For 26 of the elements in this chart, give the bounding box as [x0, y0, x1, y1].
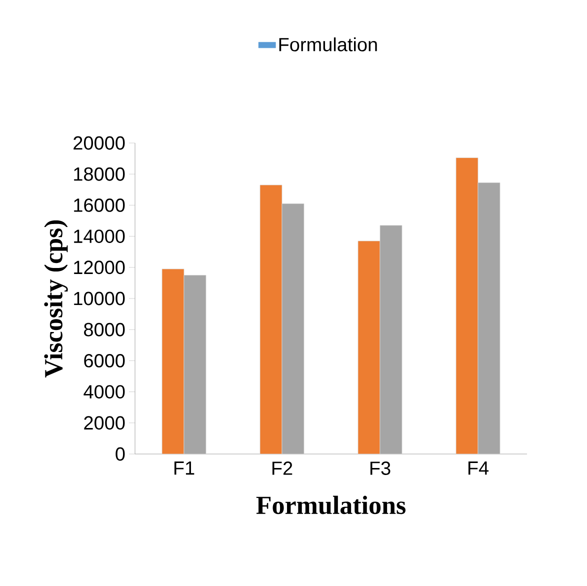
y-tick-label: 8000 — [84, 322, 125, 336]
bar — [380, 225, 402, 454]
bar — [260, 184, 282, 454]
y-tick-label: 2000 — [84, 416, 125, 430]
y-tick-label: 14000 — [74, 230, 125, 244]
bar — [456, 158, 478, 454]
x-tick-label: F3 — [370, 462, 390, 475]
y-tick-label: 10000 — [74, 292, 125, 306]
y-tick-label: 6000 — [84, 354, 125, 368]
y-tick-label: 12000 — [74, 260, 125, 274]
x-tick-label: F2 — [272, 462, 292, 475]
bar — [478, 182, 500, 454]
x-axis-title: Formulations — [256, 496, 406, 514]
y-tick-label: 4000 — [84, 385, 125, 399]
x-tick-label: F1 — [174, 462, 194, 475]
y-tick-label: 20000 — [74, 136, 125, 150]
bar — [184, 274, 206, 454]
legend-label: Formulation — [279, 37, 377, 52]
y-tick-label: 18000 — [74, 167, 125, 181]
y-tick-label: 0 — [116, 447, 125, 461]
x-tick-label: F4 — [468, 462, 489, 475]
bar — [162, 268, 184, 454]
y-axis-title: Viscosity (cps) — [44, 220, 68, 378]
y-tick-label: 16000 — [74, 198, 125, 212]
bar — [358, 240, 380, 454]
bar — [282, 203, 304, 454]
